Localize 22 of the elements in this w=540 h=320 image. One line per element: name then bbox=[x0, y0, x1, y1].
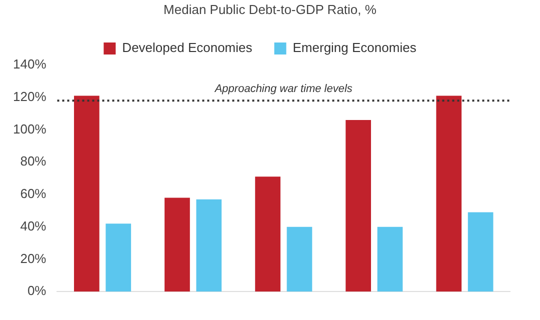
y-tick-label: 0% bbox=[27, 283, 47, 298]
chart-title: Median Public Debt-to-GDP Ratio, % bbox=[162, 2, 378, 17]
bar bbox=[346, 120, 372, 292]
bar bbox=[255, 176, 280, 292]
bar bbox=[377, 226, 403, 292]
bar bbox=[106, 224, 132, 292]
bar bbox=[74, 96, 100, 292]
ref-line-label: Approaching war time levels bbox=[214, 83, 353, 96]
y-tick-label: 80% bbox=[20, 154, 47, 169]
bar bbox=[468, 212, 494, 292]
y-tick-label: 20% bbox=[20, 250, 47, 266]
legend-label: Developed Economies bbox=[122, 40, 253, 56]
y-tick-label: 120% bbox=[13, 88, 47, 104]
y-tick-label: 60% bbox=[20, 186, 47, 202]
y-tick-label: 40% bbox=[20, 218, 47, 234]
y-tick-label: 100% bbox=[13, 121, 47, 136]
legend-label: Emerging Economies bbox=[292, 40, 417, 56]
bar bbox=[164, 198, 190, 292]
y-tick-label: 140% bbox=[13, 56, 47, 72]
bar bbox=[436, 96, 462, 292]
bar bbox=[286, 226, 312, 292]
bar bbox=[196, 199, 222, 292]
